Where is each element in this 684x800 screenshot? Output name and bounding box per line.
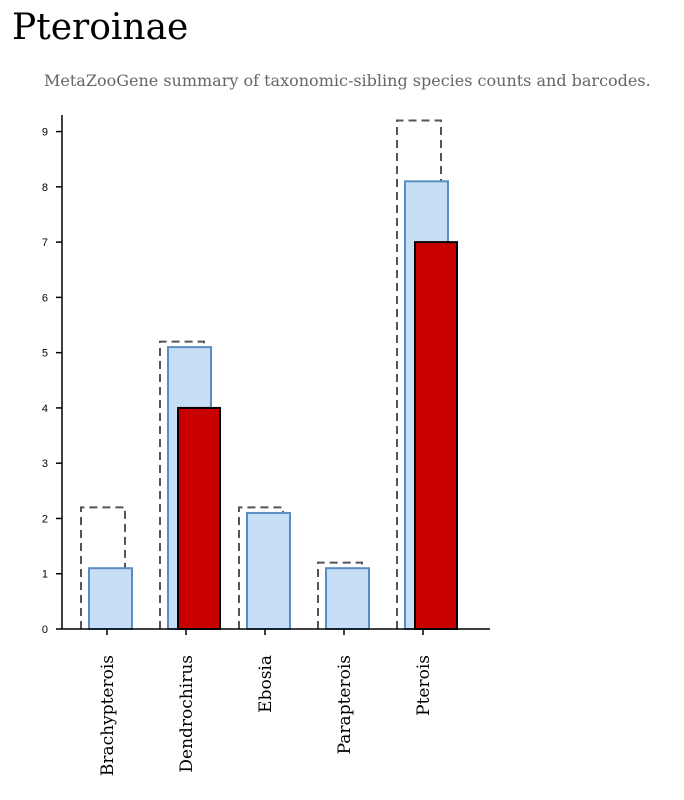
page-title: Pteroinae [12,7,189,48]
y-ticks-layer: 0 1 2 3 4 5 6 7 8 9 [42,127,62,636]
category-labels-layer: Brachypterois Dendrochirus Ebosia Paraptero… [98,655,434,776]
red-bar-dendrochirus [177,406,221,631]
y-tick-label-8: 8 [42,182,48,194]
category-label-brachypterois: Brachypterois [98,655,118,776]
bars-layer [80,119,458,631]
y-tick-label-5: 5 [42,348,48,360]
y-tick-label-3: 3 [42,458,48,470]
y-tick-label-2: 2 [42,513,48,525]
y-tick-label-4: 4 [42,403,48,415]
y-tick-label-7: 7 [42,237,48,249]
blue-bar-brachypterois [88,567,133,630]
axes-layer [61,115,490,635]
page-subtitle: MetaZooGene summary of taxonomic-sibling… [44,71,651,90]
y-tick-label-9: 9 [42,127,48,139]
blue-bar-ebosia [246,511,291,630]
red-bar-pterois [414,241,458,630]
category-label-parapterois: Parapterois [335,655,355,754]
category-label-dendrochirus: Dendrochirus [177,655,197,773]
y-tick-label-1: 1 [42,569,48,581]
y-tick-label-0: 0 [42,624,48,636]
category-label-ebosia: Ebosia [256,655,276,713]
y-tick-label-6: 6 [42,292,48,304]
category-label-pterois: Pterois [414,655,434,716]
blue-bar-parapterois [325,567,370,630]
